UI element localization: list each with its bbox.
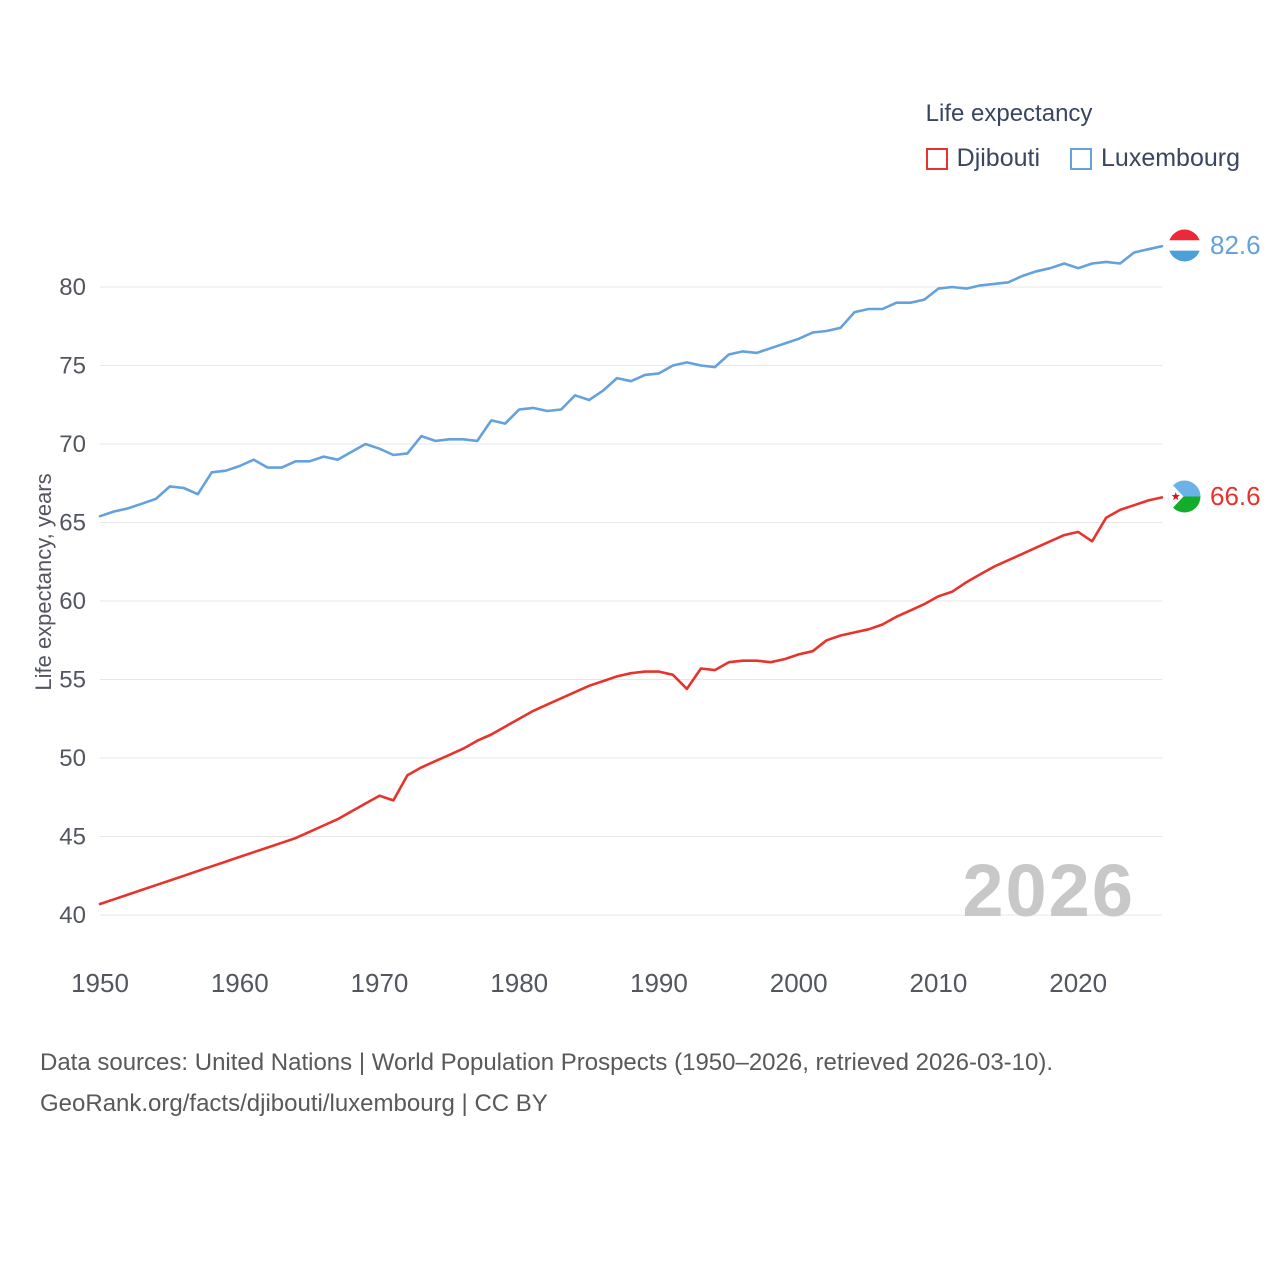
footer-data-sources: Data sources: United Nations | World Pop… bbox=[40, 1049, 1054, 1076]
line-chart: 40 45 50 55 60 65 70 75 80 1950 1960 1970 1980 1990 20… bbox=[59, 244, 1164, 998]
x-tick-label: 1980 bbox=[490, 968, 548, 998]
legend-items: Djibouti Luxembourg bbox=[925, 144, 1240, 173]
y-tick-label: 80 bbox=[59, 274, 86, 301]
legend-item-label: Luxembourg bbox=[1101, 144, 1240, 172]
y-tick-label: 60 bbox=[59, 588, 86, 615]
x-tick-label: 2020 bbox=[1049, 968, 1107, 998]
y-tick-label: 45 bbox=[59, 824, 86, 851]
footer-attribution: GeoRank.org/facts/djibouti/luxembourg | … bbox=[40, 1090, 548, 1117]
legend-title: Life expectancy bbox=[925, 100, 1093, 127]
legend-item-luxembourg: Luxembourg bbox=[1070, 144, 1240, 173]
y-axis-title: Life expectancy, years bbox=[31, 473, 56, 691]
end-label-luxembourg: 82.6 bbox=[1168, 229, 1261, 262]
luxembourg-swatch-icon bbox=[1070, 147, 1093, 170]
y-tick-label: 40 bbox=[59, 902, 86, 929]
luxembourg-end-value: 82.6 bbox=[1210, 230, 1261, 261]
watermark-year: 2026 bbox=[962, 849, 1135, 932]
legend: Life expectancy Djibouti Luxembourg bbox=[925, 100, 1240, 173]
y-tick-label: 65 bbox=[59, 510, 86, 537]
y-tick-label: 55 bbox=[59, 667, 86, 694]
djibouti-swatch-icon bbox=[925, 147, 948, 170]
y-tick-label: 75 bbox=[59, 353, 86, 380]
legend-item-djibouti: Djibouti bbox=[925, 144, 1041, 173]
end-label-djibouti: 66.6 bbox=[1168, 480, 1261, 513]
legend-item-label: Djibouti bbox=[956, 144, 1041, 172]
x-tick-label: 1960 bbox=[211, 968, 269, 998]
series-line-djibouti bbox=[98, 496, 1164, 906]
djibouti-end-value: 66.6 bbox=[1210, 481, 1261, 512]
footer: Data sources: United Nations | World Pop… bbox=[40, 1042, 1053, 1124]
y-tick-label: 50 bbox=[59, 745, 86, 772]
x-tick-label: 1970 bbox=[351, 968, 409, 998]
y-tick-label: 70 bbox=[59, 431, 86, 458]
x-tick-label: 1990 bbox=[630, 968, 688, 998]
series-line-luxembourg bbox=[98, 244, 1164, 518]
luxembourg-flag-icon bbox=[1168, 229, 1201, 262]
djibouti-flag-icon bbox=[1168, 480, 1201, 513]
x-tick-label: 1950 bbox=[71, 968, 129, 998]
x-tick-label: 2000 bbox=[770, 968, 828, 998]
x-tick-label: 2010 bbox=[909, 968, 967, 998]
